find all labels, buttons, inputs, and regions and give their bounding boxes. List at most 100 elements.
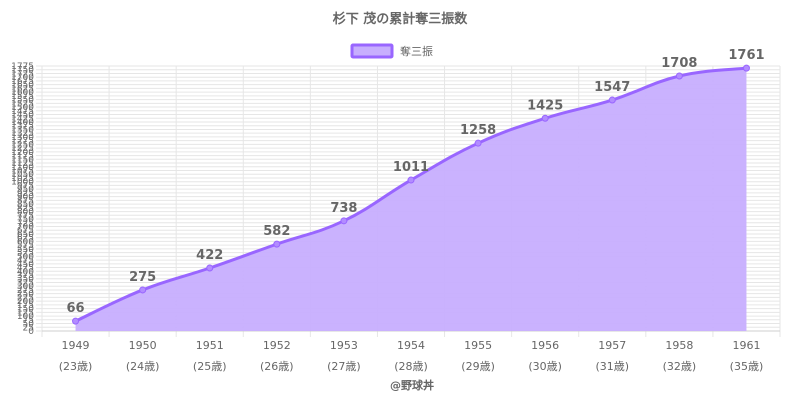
y-tick-label: 1150 xyxy=(11,155,34,165)
y-tick-label: 500 xyxy=(17,252,34,262)
data-labels: 66 275 422 582 738 1011 1258 1425 1547 1708 1761 xyxy=(66,48,764,316)
y-tick-label: 1175 xyxy=(11,152,34,162)
data-point xyxy=(474,139,482,147)
data-label: 1761 xyxy=(728,48,764,63)
data-point xyxy=(608,96,616,104)
y-tick-label: 275 xyxy=(17,286,34,296)
x-tick-sublabel: (29歳) xyxy=(461,360,495,373)
y-tick-label: 1225 xyxy=(11,144,34,154)
y-tick-label: 675 xyxy=(17,226,34,236)
credit-text: @野球丼 xyxy=(390,378,434,392)
data-point xyxy=(742,64,750,72)
y-tick-label: 1450 xyxy=(11,111,34,121)
y-tick-label: 1650 xyxy=(11,81,34,91)
chart-title: 杉下 茂の累計奪三振数 xyxy=(333,11,469,27)
y-tick-label: 1475 xyxy=(11,107,34,117)
y-tick-label: 900 xyxy=(17,193,34,203)
data-point xyxy=(139,286,147,294)
data-label: 275 xyxy=(129,270,156,285)
y-tick-label: 125 xyxy=(17,308,34,318)
y-tick-label: 1400 xyxy=(11,118,34,128)
y-tick-label: 350 xyxy=(17,275,34,285)
y-tick-label: 25 xyxy=(23,323,34,333)
x-tick-label: 1951 xyxy=(196,339,224,352)
y-tick-label: 1025 xyxy=(11,174,34,184)
y-tick-label: 950 xyxy=(17,185,34,195)
y-tick-label: 250 xyxy=(17,290,34,300)
x-tick-label: 1953 xyxy=(330,339,358,352)
data-label: 1258 xyxy=(460,123,496,138)
data-label: 582 xyxy=(263,224,290,239)
y-tick-label: 75 xyxy=(23,316,34,326)
y-tick-label: 1300 xyxy=(11,133,34,143)
y-tick-label: 750 xyxy=(17,215,34,225)
data-label: 738 xyxy=(330,201,357,216)
y-tick-label: 1550 xyxy=(11,96,34,106)
series-area-fill xyxy=(75,68,747,331)
x-tick-sublabel: (28歳) xyxy=(394,360,428,373)
y-tick-label: 175 xyxy=(17,301,34,311)
y-tick-label: 0 xyxy=(28,327,34,337)
y-tick-label: 1200 xyxy=(11,148,34,158)
x-tick-sublabel: (27歳) xyxy=(327,360,361,373)
y-tick-label: 1350 xyxy=(11,125,34,135)
y-tick-label: 775 xyxy=(17,211,34,221)
x-tick-sublabel: (23歳) xyxy=(59,360,93,373)
y-tick-label: 225 xyxy=(17,293,34,303)
y-axis: 0255075100125150175200225250275300325350… xyxy=(11,62,34,337)
y-tick-label: 100 xyxy=(17,312,34,322)
data-point xyxy=(72,317,80,325)
x-tick-sublabel: (30歳) xyxy=(528,360,562,373)
x-tick-sublabel: (26歳) xyxy=(260,360,294,373)
x-axis: 1949 (23歳) 1950 (24歳) 1951 (25歳) 1952 (26歳) 1953… xyxy=(59,339,764,373)
y-tick-label: 325 xyxy=(17,278,34,288)
data-point xyxy=(541,114,549,122)
data-label: 1708 xyxy=(661,56,697,71)
y-tick-label: 700 xyxy=(17,222,34,232)
y-tick-label: 1500 xyxy=(11,103,34,113)
legend[interactable]: 奪三振 xyxy=(350,43,433,59)
y-tick-label: 1125 xyxy=(11,159,34,169)
y-tick-label: 1575 xyxy=(11,92,34,102)
y-tick-label: 575 xyxy=(17,241,34,251)
x-tick-label: 1957 xyxy=(598,339,626,352)
y-tick-label: 825 xyxy=(17,204,34,214)
y-tick-label: 475 xyxy=(17,256,34,266)
data-label: 1011 xyxy=(393,160,429,175)
y-tick-label: 800 xyxy=(17,208,34,218)
y-tick-label: 1700 xyxy=(11,73,34,83)
y-tick-label: 1000 xyxy=(11,178,34,188)
y-tick-label: 50 xyxy=(23,320,35,330)
x-tick-label: 1954 xyxy=(397,339,425,352)
y-tick-label: 1525 xyxy=(11,99,34,109)
x-tick-label: 1949 xyxy=(62,339,90,352)
y-tick-label: 1275 xyxy=(11,137,34,147)
data-point xyxy=(273,240,281,248)
y-tick-label: 1375 xyxy=(11,122,34,132)
y-tick-label: 525 xyxy=(17,249,34,259)
data-label: 1547 xyxy=(594,80,630,95)
y-tick-label: 1425 xyxy=(11,114,34,124)
x-tick-sublabel: (32歳) xyxy=(663,360,697,373)
data-point xyxy=(206,264,214,272)
data-label: 66 xyxy=(66,301,84,316)
x-tick-sublabel: (25歳) xyxy=(193,360,227,373)
y-tick-label: 875 xyxy=(17,196,34,206)
y-tick-label: 1050 xyxy=(11,170,34,180)
y-tick-label: 425 xyxy=(17,264,34,274)
x-tick-label: 1955 xyxy=(464,339,492,352)
y-tick-label: 1100 xyxy=(11,163,34,173)
y-tick-label: 550 xyxy=(17,245,34,255)
y-tick-label: 450 xyxy=(17,260,34,270)
x-tick-label: 1956 xyxy=(531,339,559,352)
x-tick-sublabel: (31歳) xyxy=(595,360,629,373)
y-tick-label: 1325 xyxy=(11,129,34,139)
y-tick-label: 400 xyxy=(17,267,34,277)
y-tick-label: 375 xyxy=(17,271,34,281)
data-point xyxy=(340,217,348,225)
y-tick-label: 1075 xyxy=(11,167,34,177)
data-point xyxy=(675,72,683,80)
x-tick-label: 1952 xyxy=(263,339,291,352)
